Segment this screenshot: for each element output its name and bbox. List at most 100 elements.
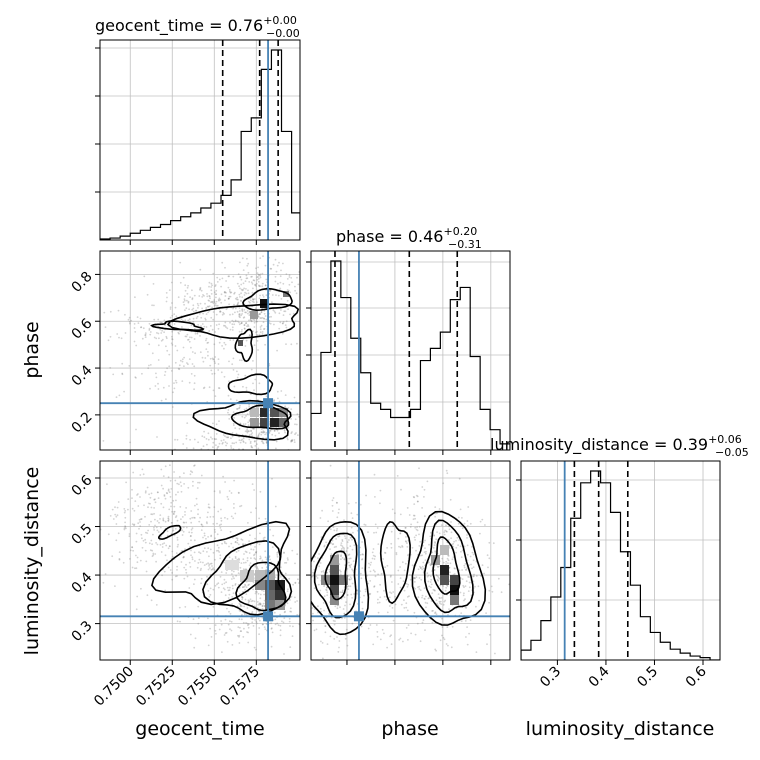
scatter-point: [426, 602, 429, 605]
scatter-point: [226, 640, 229, 643]
scatter-point: [286, 557, 289, 559]
scatter-point: [303, 550, 305, 552]
scatter-point: [340, 554, 342, 556]
scatter-point: [233, 385, 236, 388]
scatter-point: [221, 345, 224, 347]
scatter-point: [116, 506, 119, 509]
scatter-point: [261, 272, 264, 275]
scatter-point: [144, 515, 146, 518]
scatter-point: [295, 292, 298, 295]
scatter-point: [469, 682, 471, 684]
scatter-point: [250, 446, 253, 448]
scatter-point: [455, 539, 457, 542]
scatter-point: [258, 602, 261, 605]
scatter-point: [248, 540, 251, 542]
scatter-point: [261, 623, 264, 626]
scatter-point: [469, 619, 472, 621]
scatter-point: [155, 376, 158, 379]
scatter-point: [181, 358, 184, 361]
scatter-point: [284, 394, 287, 396]
scatter-point: [240, 562, 243, 564]
scatter-point: [468, 581, 471, 584]
scatter-point: [429, 535, 432, 538]
scatter-point: [186, 292, 189, 295]
scatter-point: [192, 321, 195, 323]
scatter-point: [164, 370, 167, 373]
scatter-point: [258, 285, 261, 288]
scatter-point: [424, 559, 427, 561]
scatter-point: [201, 525, 204, 528]
histogram-bar: [341, 298, 351, 450]
scatter-point: [286, 289, 289, 291]
scatter-point: [171, 550, 174, 553]
density-cell: [450, 585, 459, 595]
scatter-point: [224, 325, 227, 327]
scatter-point: [263, 317, 266, 320]
scatter-point: [246, 428, 249, 431]
scatter-point: [213, 490, 216, 493]
scatter-point: [240, 359, 243, 362]
scatter-point: [170, 505, 172, 508]
scatter-point: [199, 516, 202, 519]
scatter-point: [117, 501, 120, 503]
scatter-point: [179, 261, 182, 264]
scatter-point: [264, 556, 267, 559]
scatter-point: [239, 441, 242, 444]
scatter-point: [438, 508, 441, 510]
scatter-point: [479, 575, 482, 577]
scatter-point: [423, 496, 425, 498]
scatter-point: [255, 550, 258, 553]
density-cell: [260, 299, 269, 308]
scatter-point: [303, 631, 305, 633]
histogram-bar: [621, 552, 631, 660]
scatter-point: [244, 561, 247, 564]
scatter-point: [461, 578, 464, 580]
scatter-point: [258, 432, 261, 435]
scatter-point: [363, 594, 365, 597]
scatter-point: [238, 313, 241, 315]
scatter-point: [424, 629, 426, 631]
scatter-point: [345, 628, 348, 631]
scatter-point: [200, 448, 203, 450]
scatter-point: [279, 629, 282, 632]
scatter-point: [338, 508, 340, 511]
scatter-point: [244, 374, 247, 377]
scatter-point: [273, 611, 276, 614]
scatter-point: [244, 588, 246, 591]
scatter-point: [205, 458, 207, 460]
scatter-point: [153, 512, 156, 515]
scatter-point: [231, 596, 234, 598]
scatter-point: [160, 468, 163, 471]
scatter-point: [350, 526, 353, 529]
scatter-point: [254, 590, 257, 593]
scatter-point: [416, 622, 419, 625]
scatter-point: [268, 432, 271, 434]
scatter-point: [111, 555, 114, 558]
scatter-point: [497, 577, 500, 580]
scatter-point: [171, 572, 174, 574]
scatter-point: [367, 531, 369, 533]
scatter-point: [379, 583, 381, 586]
title-plus: +0.00: [263, 14, 297, 27]
scatter-point: [265, 558, 268, 561]
scatter-point: [405, 627, 408, 629]
scatter-point: [286, 299, 289, 302]
scatter-point: [256, 601, 259, 603]
scatter-point: [106, 483, 108, 486]
scatter-point: [250, 393, 252, 396]
scatter-point: [134, 567, 136, 570]
scatter-point: [212, 302, 215, 305]
scatter-point: [150, 492, 153, 495]
scatter-point: [258, 627, 261, 629]
scatter-point: [209, 357, 212, 360]
scatter-point: [217, 510, 220, 513]
scatter-point: [256, 443, 258, 445]
scatter-point: [220, 620, 223, 622]
scatter-point: [165, 300, 168, 303]
scatter-point: [262, 602, 265, 605]
scatter-point: [351, 538, 353, 541]
scatter-point: [214, 331, 217, 333]
scatter-point: [400, 603, 403, 606]
scatter-point: [194, 517, 196, 519]
scatter-point: [432, 588, 435, 591]
